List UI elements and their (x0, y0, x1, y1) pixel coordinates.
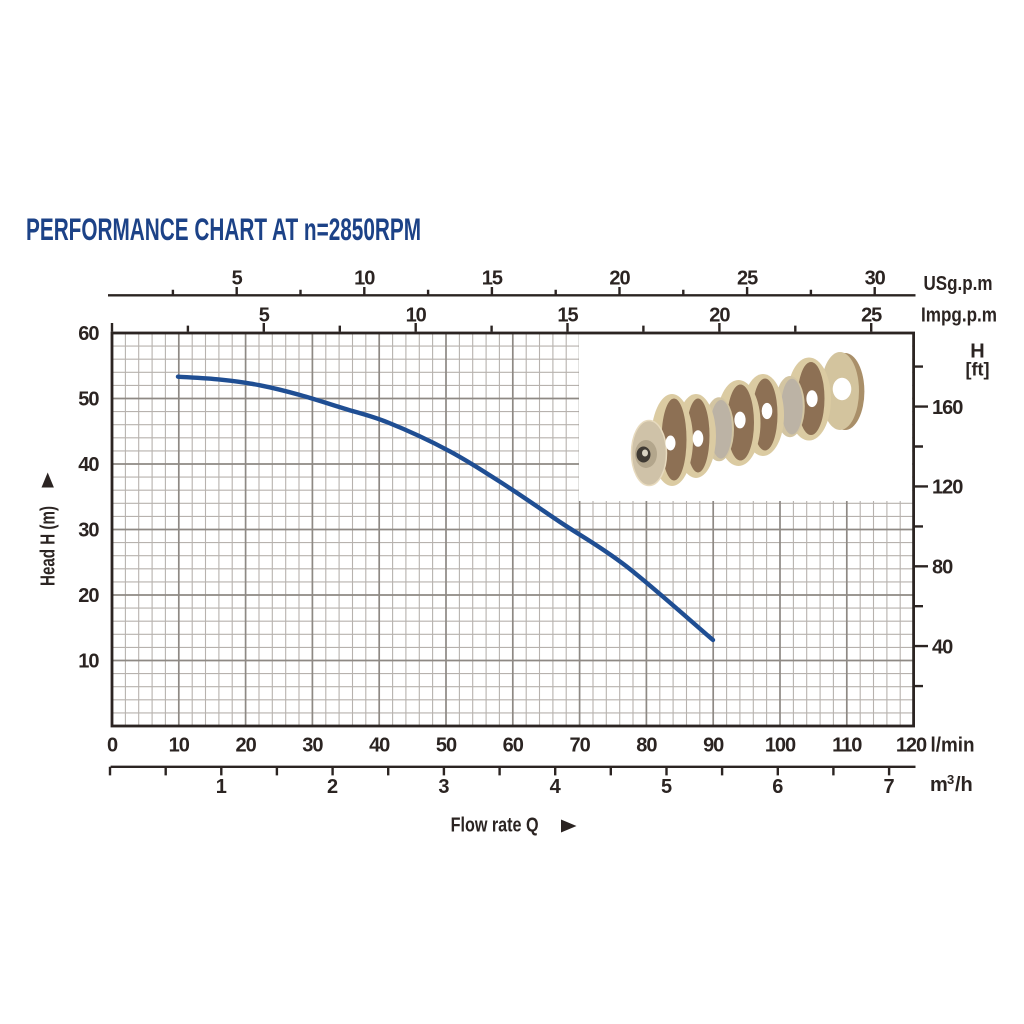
svg-text:15: 15 (557, 305, 578, 327)
svg-text:30: 30 (865, 267, 886, 289)
svg-text:10: 10 (169, 734, 190, 756)
svg-text:20: 20 (235, 734, 256, 756)
svg-text:60: 60 (503, 734, 524, 756)
svg-text:6: 6 (772, 776, 783, 798)
svg-text:40: 40 (369, 734, 390, 756)
svg-text:30: 30 (78, 520, 99, 542)
svg-text:20: 20 (709, 305, 730, 327)
svg-text:100: 100 (765, 734, 796, 756)
svg-text:20: 20 (609, 267, 630, 289)
svg-text:5: 5 (232, 267, 243, 289)
svg-text:30: 30 (302, 734, 323, 756)
svg-text:10: 10 (78, 651, 99, 673)
svg-text:USg.p.m: USg.p.m (924, 273, 993, 295)
svg-text:90: 90 (703, 734, 724, 756)
svg-text:2: 2 (327, 776, 338, 798)
svg-text:80: 80 (636, 734, 657, 756)
svg-text:[ft]: [ft] (966, 359, 990, 380)
svg-text:1: 1 (216, 776, 227, 798)
svg-text:/h: /h (955, 774, 973, 796)
svg-text:50: 50 (78, 389, 99, 411)
svg-text:3: 3 (438, 776, 449, 798)
svg-text:Flow rate Q: Flow rate Q (451, 815, 539, 837)
svg-text:5: 5 (259, 305, 270, 327)
svg-text:10: 10 (354, 267, 375, 289)
svg-text:50: 50 (436, 734, 457, 756)
svg-text:25: 25 (861, 305, 882, 327)
svg-text:160: 160 (932, 397, 963, 419)
svg-text:7: 7 (884, 776, 895, 798)
svg-text:Head H (m): Head H (m) (38, 506, 60, 586)
svg-text:20: 20 (78, 585, 99, 607)
svg-text:4: 4 (550, 776, 562, 798)
svg-text:120: 120 (932, 477, 963, 499)
svg-text:Impg.p.m: Impg.p.m (921, 305, 997, 327)
svg-text:80: 80 (932, 557, 953, 579)
svg-text:0: 0 (107, 734, 118, 756)
svg-text:5: 5 (661, 776, 672, 798)
svg-text:120: 120 (896, 734, 927, 756)
svg-text:H: H (970, 341, 984, 363)
svg-text:60: 60 (78, 323, 99, 345)
svg-text:40: 40 (932, 636, 953, 658)
svg-text:110: 110 (832, 734, 862, 756)
svg-text:70: 70 (569, 734, 590, 756)
svg-text:PERFORMANCE CHART AT n=2850RPM: PERFORMANCE CHART AT n=2850RPM (26, 211, 421, 247)
svg-text:25: 25 (737, 267, 758, 289)
svg-text:15: 15 (482, 267, 503, 289)
svg-text:40: 40 (78, 454, 99, 476)
svg-text:3: 3 (947, 772, 954, 787)
svg-text:l/min: l/min (931, 734, 975, 756)
svg-text:m: m (930, 774, 948, 796)
svg-text:10: 10 (406, 305, 427, 327)
